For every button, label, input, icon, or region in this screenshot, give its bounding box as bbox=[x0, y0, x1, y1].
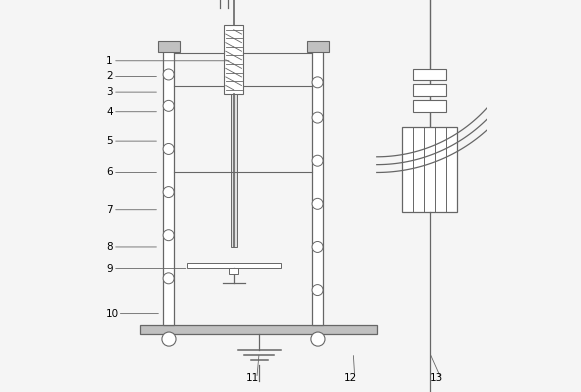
Text: 13: 13 bbox=[430, 373, 443, 383]
Circle shape bbox=[312, 198, 323, 209]
Circle shape bbox=[312, 77, 323, 88]
Text: 4: 4 bbox=[106, 107, 113, 117]
Text: 8: 8 bbox=[106, 242, 113, 252]
Circle shape bbox=[163, 143, 174, 154]
Circle shape bbox=[163, 230, 174, 241]
Circle shape bbox=[312, 112, 323, 123]
Circle shape bbox=[163, 69, 174, 80]
Text: 5: 5 bbox=[106, 136, 113, 146]
Text: 12: 12 bbox=[343, 373, 357, 383]
Text: 10: 10 bbox=[106, 309, 119, 319]
Text: 11: 11 bbox=[245, 373, 259, 383]
Text: 9: 9 bbox=[106, 263, 113, 274]
Circle shape bbox=[312, 241, 323, 252]
Text: 1: 1 bbox=[106, 56, 113, 66]
Bar bbox=[163, 51, 174, 325]
Bar bbox=[413, 84, 446, 96]
Circle shape bbox=[163, 273, 174, 284]
Circle shape bbox=[162, 332, 176, 346]
Bar bbox=[413, 69, 446, 80]
Text: 2: 2 bbox=[106, 71, 113, 82]
Bar bbox=[157, 41, 180, 52]
Circle shape bbox=[311, 332, 325, 346]
Bar bbox=[413, 100, 446, 112]
Bar bbox=[402, 127, 457, 212]
Bar bbox=[187, 263, 281, 268]
Text: 7: 7 bbox=[106, 205, 113, 215]
Bar bbox=[224, 25, 243, 94]
Circle shape bbox=[312, 285, 323, 296]
Bar bbox=[139, 325, 376, 334]
Text: 3: 3 bbox=[106, 87, 113, 97]
Circle shape bbox=[312, 155, 323, 166]
Circle shape bbox=[163, 187, 174, 198]
Bar bbox=[229, 268, 238, 274]
Bar bbox=[231, 94, 237, 247]
Bar bbox=[312, 51, 323, 325]
Bar bbox=[307, 41, 328, 52]
Text: 6: 6 bbox=[106, 167, 113, 178]
Circle shape bbox=[163, 100, 174, 111]
